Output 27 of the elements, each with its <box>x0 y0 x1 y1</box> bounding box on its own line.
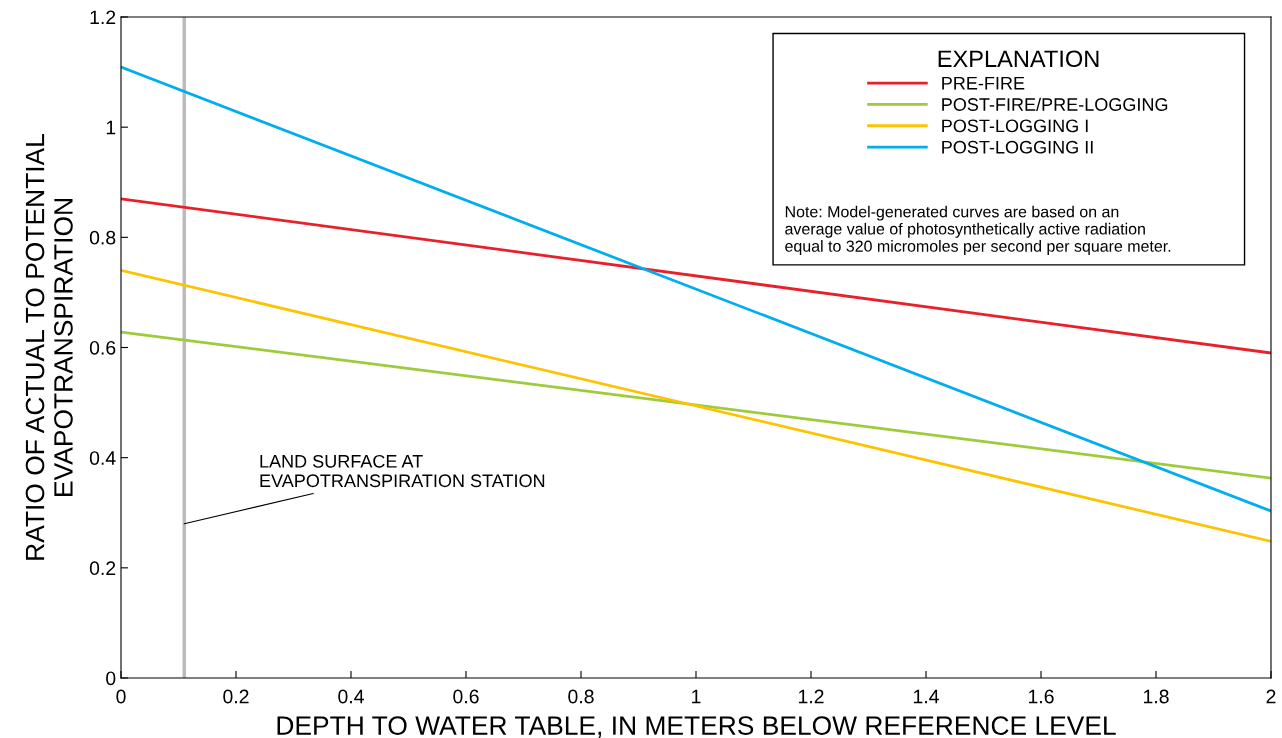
x-tick-label: 0 <box>116 689 126 704</box>
y-tick-label: 0.6 <box>89 340 116 355</box>
y-tick-label: 1 <box>106 120 116 135</box>
legend-label: POST-LOGGING I <box>942 119 1088 133</box>
x-tick-label: 0.6 <box>453 689 479 704</box>
legend-title: EXPLANATION <box>938 50 1099 68</box>
ref-line-label: LAND SURFACE AT EVAPOTRANSPIRATION STATION <box>260 454 545 488</box>
y-tick-label: 0.8 <box>89 230 116 245</box>
x-tick-label: 1.6 <box>1028 689 1054 704</box>
x-tick-label: 0.8 <box>568 689 594 704</box>
x-axis-title: DEPTH TO WATER TABLE, IN METERS BELOW REFERENCE LEVEL <box>277 716 1116 738</box>
x-tick-label: 0.4 <box>338 689 364 704</box>
x-tick-label: 1.2 <box>798 689 824 704</box>
y-tick-label: 1.2 <box>90 10 116 25</box>
x-tick-label: 0.2 <box>223 689 249 704</box>
x-tick-label: 1.8 <box>1143 689 1169 704</box>
y-tick-label: 0.4 <box>89 451 116 465</box>
legend-label: POST-FIRE/PRE-LOGGING <box>942 97 1168 111</box>
legend-label: POST-LOGGING II <box>942 140 1093 154</box>
y-tick-label: 0.2 <box>89 561 116 576</box>
x-tick-label: 2 <box>1266 689 1276 704</box>
annotation: Note: Model-generated curves are based on an average value of photosynthetically active radiation equal to 320 micromoles per second per square meter. <box>785 205 1171 255</box>
y-axis-title: RATIO OF ACTUAL TO POTENTIAL EVAPOTRANSPIRATION <box>25 134 73 560</box>
legend-label: PRE-FIRE <box>942 76 1025 90</box>
x-tick-label: 1 <box>692 689 701 704</box>
y-tick-label: 0 <box>106 671 116 686</box>
x-tick-label: 1.4 <box>913 689 939 704</box>
